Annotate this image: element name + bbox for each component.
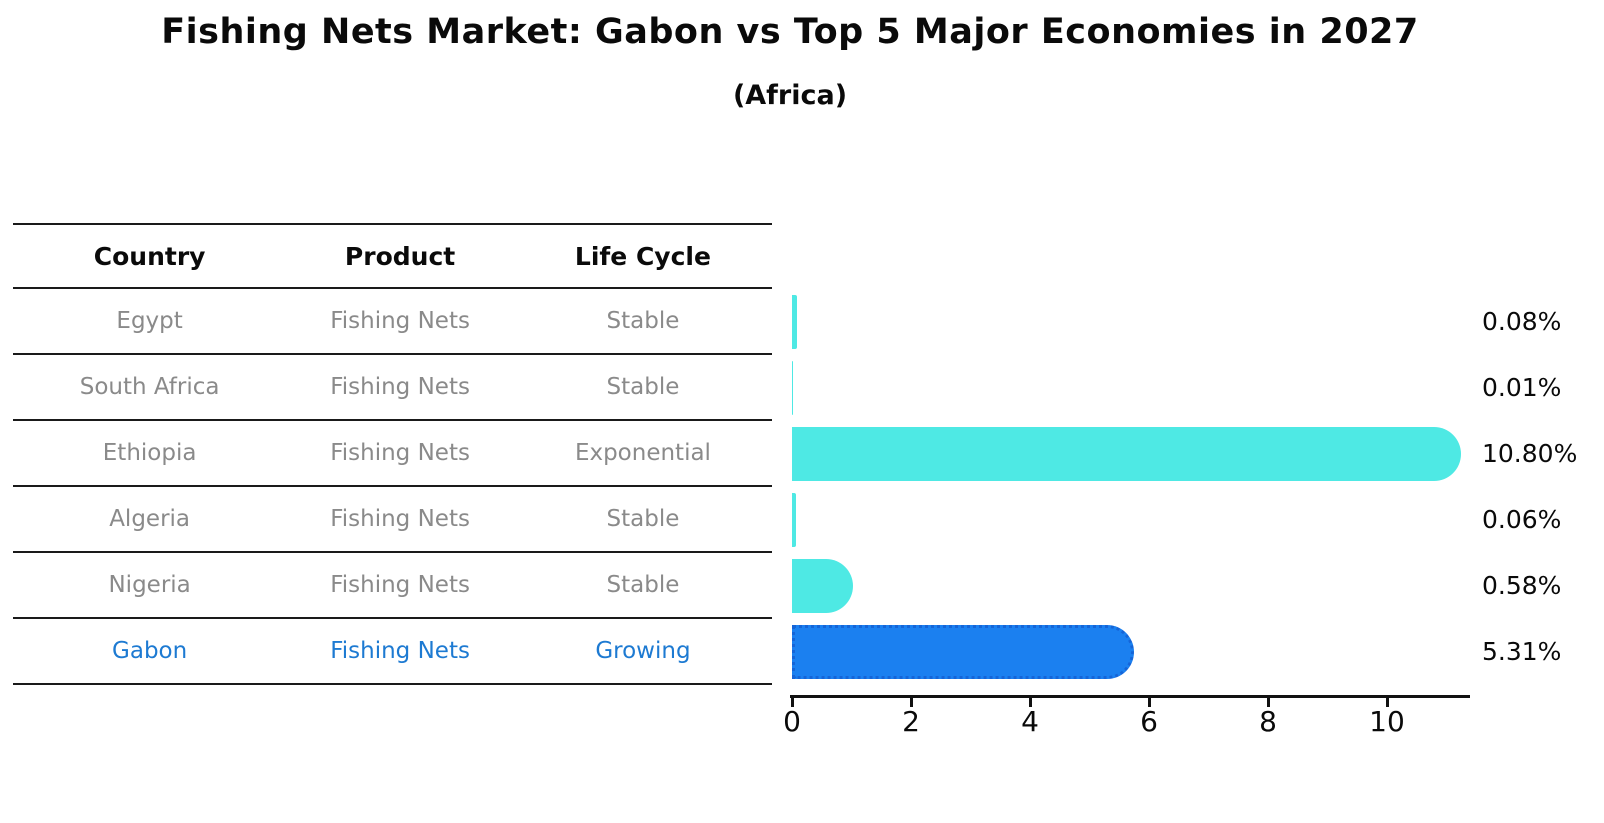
cell-product-gabon: Fishing Nets [330,638,470,664]
x-tick-mark-0 [791,698,794,707]
table-row-algeria: Algeria Fishing Nets Stable [13,487,772,553]
cell-country-egypt: Egypt [116,308,183,334]
table-header-row: Country Product Life Cycle [13,223,772,289]
x-tick-label-2: 2 [902,705,920,738]
chart-title: Fishing Nets Market: Gabon vs Top 5 Majo… [161,12,1419,52]
x-axis-line [790,695,1470,698]
x-tick-label-8: 8 [1259,705,1277,738]
cell-life-cycle-algeria: Stable [606,506,680,532]
value-label-south-africa: 0.01% [1482,373,1562,402]
column-header-lifecycle: Life Cycle [574,241,711,271]
chart-subtitle: (Africa) [732,80,848,111]
table-row-nigeria: Nigeria Fishing Nets Stable [13,553,772,619]
value-label-nigeria: 0.58% [1482,571,1562,600]
table-row-ethiopia: Ethiopia Fishing Nets Exponential [13,421,772,487]
cell-country-ethiopia: Ethiopia [102,440,197,466]
cell-life-cycle-gabon: Growing [595,638,691,664]
cell-life-cycle-egypt: Stable [606,308,680,334]
cell-product-south-africa: Fishing Nets [330,374,470,400]
x-tick-label-0: 0 [783,705,801,738]
bar-south-africa [792,361,793,415]
value-label-algeria: 0.06% [1482,505,1562,534]
cell-life-cycle-south-africa: Stable [606,374,680,400]
cell-product-ethiopia: Fishing Nets [330,440,470,466]
table-row-egypt: Egypt Fishing Nets Stable [13,289,772,355]
cell-country-south-africa: South Africa [79,374,220,400]
table-row-gabon: Gabon Fishing Nets Growing [13,619,772,685]
bar-egypt [792,295,797,349]
x-tick-mark-8 [1267,698,1270,707]
cell-life-cycle-nigeria: Stable [606,572,680,598]
value-label-egypt: 0.08% [1482,307,1562,336]
x-tick-mark-2 [910,698,913,707]
value-label-ethiopia: 10.80% [1482,439,1578,468]
column-header-product: Product [344,241,456,271]
x-tick-label-10: 10 [1369,705,1405,738]
cell-life-cycle-ethiopia: Exponential [574,440,711,466]
bar-gabon [792,625,1134,679]
column-header-country: Country [93,241,206,271]
cell-product-nigeria: Fishing Nets [330,572,470,598]
x-tick-mark-10 [1386,698,1389,707]
bar-nigeria [792,559,853,613]
x-tick-label-4: 4 [1021,705,1039,738]
x-tick-mark-6 [1148,698,1151,707]
x-tick-mark-4 [1029,698,1032,707]
table-row-south-africa: South Africa Fishing Nets Stable [13,355,772,421]
cell-product-algeria: Fishing Nets [330,506,470,532]
cell-country-nigeria: Nigeria [108,572,191,598]
bar-algeria [792,493,796,547]
value-label-gabon: 5.31% [1482,637,1562,666]
cell-country-algeria: Algeria [109,506,191,532]
cell-product-egypt: Fishing Nets [330,308,470,334]
x-tick-label-6: 6 [1140,705,1158,738]
cell-country-gabon: Gabon [112,638,188,664]
bar-ethiopia [792,427,1461,481]
